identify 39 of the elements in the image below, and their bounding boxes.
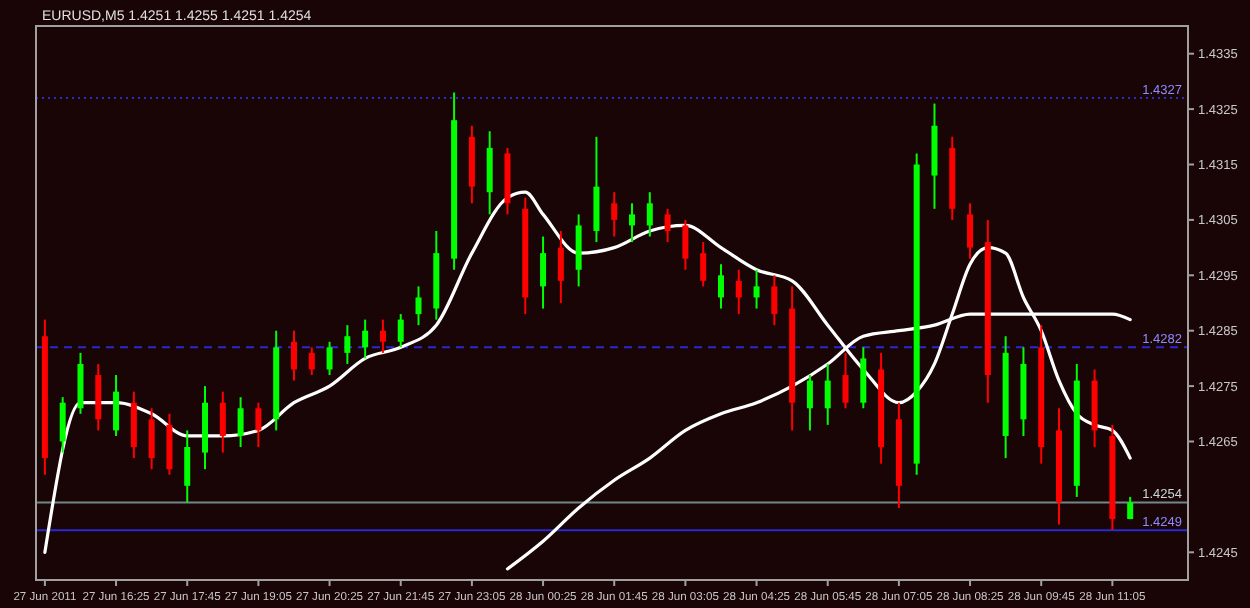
candlestick xyxy=(646,191,653,238)
candlestick xyxy=(59,396,66,454)
candlestick xyxy=(113,374,120,437)
candlestick xyxy=(148,407,155,471)
candlestick xyxy=(344,324,351,365)
candlestick xyxy=(717,263,724,310)
candlestick xyxy=(486,130,493,216)
candlestick xyxy=(753,268,760,310)
candlestick xyxy=(290,329,297,382)
candlestick xyxy=(611,191,618,238)
candlestick xyxy=(771,274,778,327)
candlestick xyxy=(700,241,707,288)
candlestick xyxy=(255,401,262,449)
candlestick xyxy=(735,268,742,316)
candlestick xyxy=(540,235,547,310)
candlestick xyxy=(664,207,671,244)
candlestick xyxy=(629,202,636,244)
candlestick xyxy=(842,351,849,410)
candlestick xyxy=(95,362,102,432)
candlestick xyxy=(682,218,689,271)
candlestick xyxy=(308,346,315,377)
candlestick xyxy=(967,202,974,260)
candlestick xyxy=(362,318,369,360)
candlestick xyxy=(593,135,600,244)
candlestick xyxy=(824,362,831,426)
candlestick xyxy=(184,429,191,504)
candlestick xyxy=(806,374,813,432)
candlestick xyxy=(379,318,386,354)
candlestick xyxy=(557,229,564,304)
candlestick xyxy=(397,313,404,349)
candlestick xyxy=(415,285,422,327)
candlestick xyxy=(130,390,137,460)
candlestick xyxy=(219,390,226,454)
candlestick xyxy=(237,396,244,449)
candlestick xyxy=(77,351,84,415)
candlestick xyxy=(166,412,173,476)
candlestick xyxy=(575,213,582,288)
candlestick xyxy=(326,340,333,377)
candlestick xyxy=(860,346,867,410)
